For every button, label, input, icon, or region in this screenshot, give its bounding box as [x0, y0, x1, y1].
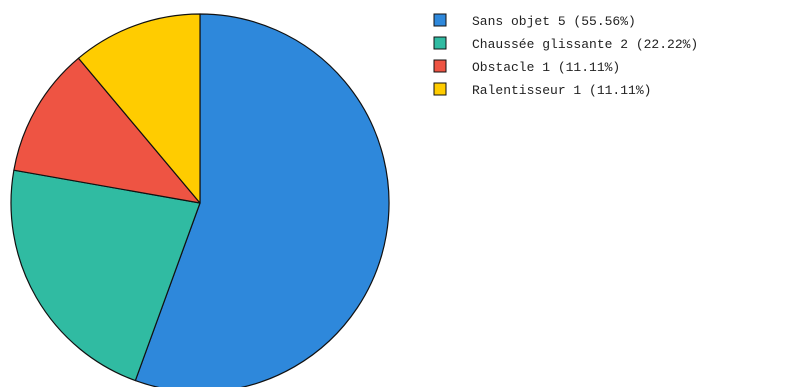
legend-label-3: Obstacle 1 (11.11%)	[472, 60, 620, 75]
legend: Sans objet 5 (55.56%) Chaussée glissante …	[433, 13, 698, 98]
pie-slice-2	[10, 169, 201, 382]
legend-label-2: Chaussée glissante 2 (22.22%)	[472, 37, 698, 52]
legend-label-4: Ralentisseur 1 (11.11%)	[472, 83, 651, 98]
legend-swatch-2	[433, 36, 447, 50]
pie-slice-4	[77, 13, 201, 204]
legend-swatch-1	[433, 13, 447, 27]
legend-label-1: Sans objet 5 (55.56%)	[472, 14, 636, 29]
legend-swatch-4	[433, 82, 447, 96]
pie-slice-1	[134, 13, 390, 387]
pie-slices	[10, 13, 390, 387]
legend-swatch-3	[433, 59, 447, 73]
pie-slice-3	[13, 57, 201, 204]
